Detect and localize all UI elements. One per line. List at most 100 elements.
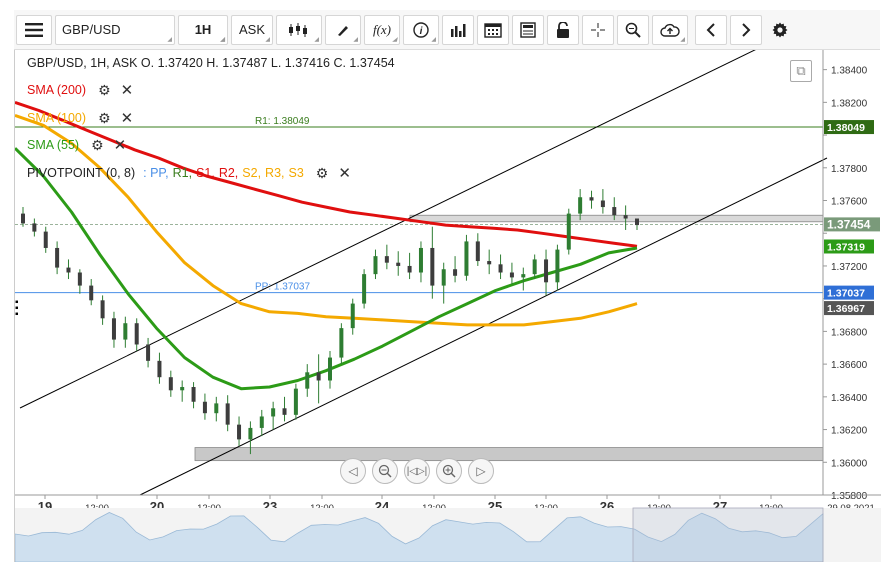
indicators-button[interactable]: f(x) ◢ bbox=[364, 14, 400, 45]
candle-body bbox=[396, 262, 401, 266]
calendar-button[interactable] bbox=[477, 14, 509, 45]
pivot-item-s3: S3 bbox=[288, 166, 304, 180]
sma200-close-icon[interactable]: ✕ bbox=[120, 82, 134, 99]
sma-line-0 bbox=[14, 100, 638, 248]
cloud-upload-icon bbox=[660, 23, 680, 37]
candle-body bbox=[111, 318, 116, 340]
candle-body bbox=[635, 218, 639, 226]
candle-body bbox=[555, 249, 560, 283]
y-tick-label: 1.36200 bbox=[831, 426, 868, 437]
candle-body bbox=[453, 269, 458, 276]
y-tick-label: 1.38200 bbox=[831, 98, 868, 109]
price-badge-text-sma200: 1.37319 bbox=[827, 241, 865, 253]
share-button[interactable]: ◢ bbox=[652, 14, 688, 45]
pivot-close-icon[interactable]: ✕ bbox=[338, 165, 351, 182]
candle-body bbox=[532, 259, 537, 275]
candle-body bbox=[612, 207, 617, 216]
zoom-in-button[interactable] bbox=[436, 458, 462, 484]
y-tick-label: 1.35800 bbox=[831, 491, 868, 502]
channel-upper-line bbox=[19, 44, 766, 409]
candle-body bbox=[100, 300, 105, 319]
panel-resize-handle[interactable]: ▪ ▪ ▪ bbox=[15, 297, 19, 320]
toolbar: GBP/USD ◢ 1H ◢ ASK ◢ ◢ ◢ f(x) ◢ i ◢ ◢ bbox=[14, 10, 880, 50]
news-button[interactable] bbox=[512, 14, 544, 45]
settings-button[interactable] bbox=[765, 15, 795, 45]
candle-body bbox=[293, 388, 298, 415]
y-tick-label: 1.36000 bbox=[831, 458, 868, 469]
zoom-in-icon bbox=[442, 464, 456, 478]
candle-body bbox=[271, 408, 276, 417]
chart-navigator: ◁ |◁▷| ▷ bbox=[340, 458, 494, 484]
candle-body bbox=[373, 256, 378, 275]
nav-prev-button[interactable]: ◁ bbox=[340, 458, 366, 484]
channel-lower-line bbox=[139, 157, 828, 496]
volume-button[interactable] bbox=[442, 14, 474, 45]
price-side-label: ASK bbox=[238, 22, 265, 37]
mini-overview[interactable] bbox=[14, 507, 881, 563]
y-tick-label: 1.36400 bbox=[831, 393, 868, 404]
expand-button[interactable]: ⧉ bbox=[790, 60, 812, 82]
sma200-label: SMA (200) bbox=[27, 83, 87, 97]
sma55-close-icon[interactable]: ✕ bbox=[113, 137, 127, 154]
menu-icon bbox=[25, 22, 43, 37]
function-icon: f(x) bbox=[372, 21, 392, 37]
lock-button[interactable] bbox=[547, 14, 579, 45]
ohlc-header: GBP/USD, 1H, ASK O. 1.37420 H. 1.37487 L… bbox=[27, 56, 395, 70]
candle-body bbox=[123, 323, 128, 340]
price-badge-sma100 bbox=[824, 301, 874, 316]
pivot-settings-icon[interactable]: ⚙ bbox=[315, 164, 329, 181]
candle-body bbox=[259, 416, 264, 428]
pivot-item-s2: S2, bbox=[242, 166, 262, 180]
price-side-selector[interactable]: ASK ◢ bbox=[231, 14, 273, 45]
crosshair-button[interactable] bbox=[582, 14, 614, 45]
candle-body bbox=[146, 344, 151, 361]
candle-body bbox=[237, 424, 242, 440]
nav-next-button[interactable]: ▷ bbox=[468, 458, 494, 484]
candle-body bbox=[77, 272, 82, 286]
sma100-close-icon[interactable]: ✕ bbox=[120, 110, 134, 127]
sma200-settings-icon[interactable]: ⚙ bbox=[98, 81, 111, 98]
news-icon bbox=[520, 21, 536, 38]
sma55-settings-icon[interactable]: ⚙ bbox=[91, 136, 104, 153]
candle-body bbox=[441, 269, 446, 286]
sma-line-1 bbox=[14, 113, 638, 327]
lock-icon bbox=[557, 21, 569, 38]
scroll-left-button[interactable] bbox=[695, 14, 727, 45]
candle-body bbox=[509, 272, 514, 278]
price-badge-text-last: 1.37454 bbox=[827, 217, 871, 231]
zoom-button[interactable] bbox=[617, 14, 649, 45]
menu-button[interactable] bbox=[16, 14, 52, 45]
sma-line-2 bbox=[13, 147, 638, 391]
y-tick-label: 1.37600 bbox=[831, 197, 868, 208]
scroll-right-button[interactable] bbox=[730, 14, 762, 45]
legend-pivotpoint: PIVOTPOINT (0, 8) : PP, R1, S1, R2, S2, … bbox=[27, 164, 351, 183]
candle-body bbox=[407, 265, 412, 273]
candles-icon bbox=[289, 22, 307, 37]
zoom-out-button[interactable] bbox=[372, 458, 398, 484]
candle-body bbox=[600, 200, 605, 208]
chart-area[interactable]: R1: 1.38049 PP: 1.37037 1.38400 1.38200 1.3… bbox=[13, 44, 881, 563]
candle-body bbox=[328, 357, 332, 381]
candle-body bbox=[214, 403, 219, 414]
fit-button[interactable]: |◁▷| bbox=[404, 458, 430, 484]
chevron-right-icon bbox=[742, 22, 751, 37]
info-button[interactable]: i ◢ bbox=[403, 14, 439, 45]
candle-body bbox=[384, 256, 389, 263]
drawing-tools-button[interactable]: ◢ bbox=[325, 14, 361, 45]
trend-channel[interactable] bbox=[19, 44, 828, 496]
timeframe-selector[interactable]: 1H ◢ bbox=[178, 14, 228, 45]
nav-prev-icon: ◁ bbox=[348, 464, 358, 478]
candle-body bbox=[157, 360, 162, 378]
candle-body bbox=[566, 213, 571, 250]
legend-sma100: SMA (100) ⚙ ✕ bbox=[27, 109, 134, 128]
chart-type-button[interactable]: ◢ bbox=[276, 14, 322, 45]
pivot-label: PIVOTPOINT (0, 8) bbox=[27, 166, 136, 180]
info-icon: i bbox=[413, 21, 429, 38]
sma100-settings-icon[interactable]: ⚙ bbox=[98, 109, 111, 126]
r1-label: R1: 1.38049 bbox=[255, 116, 310, 127]
nav-next-icon: ▷ bbox=[476, 464, 486, 478]
candle-body bbox=[225, 403, 230, 425]
pivot-item-s1: S1, bbox=[196, 166, 215, 180]
symbol-selector[interactable]: GBP/USD ◢ bbox=[55, 14, 175, 45]
